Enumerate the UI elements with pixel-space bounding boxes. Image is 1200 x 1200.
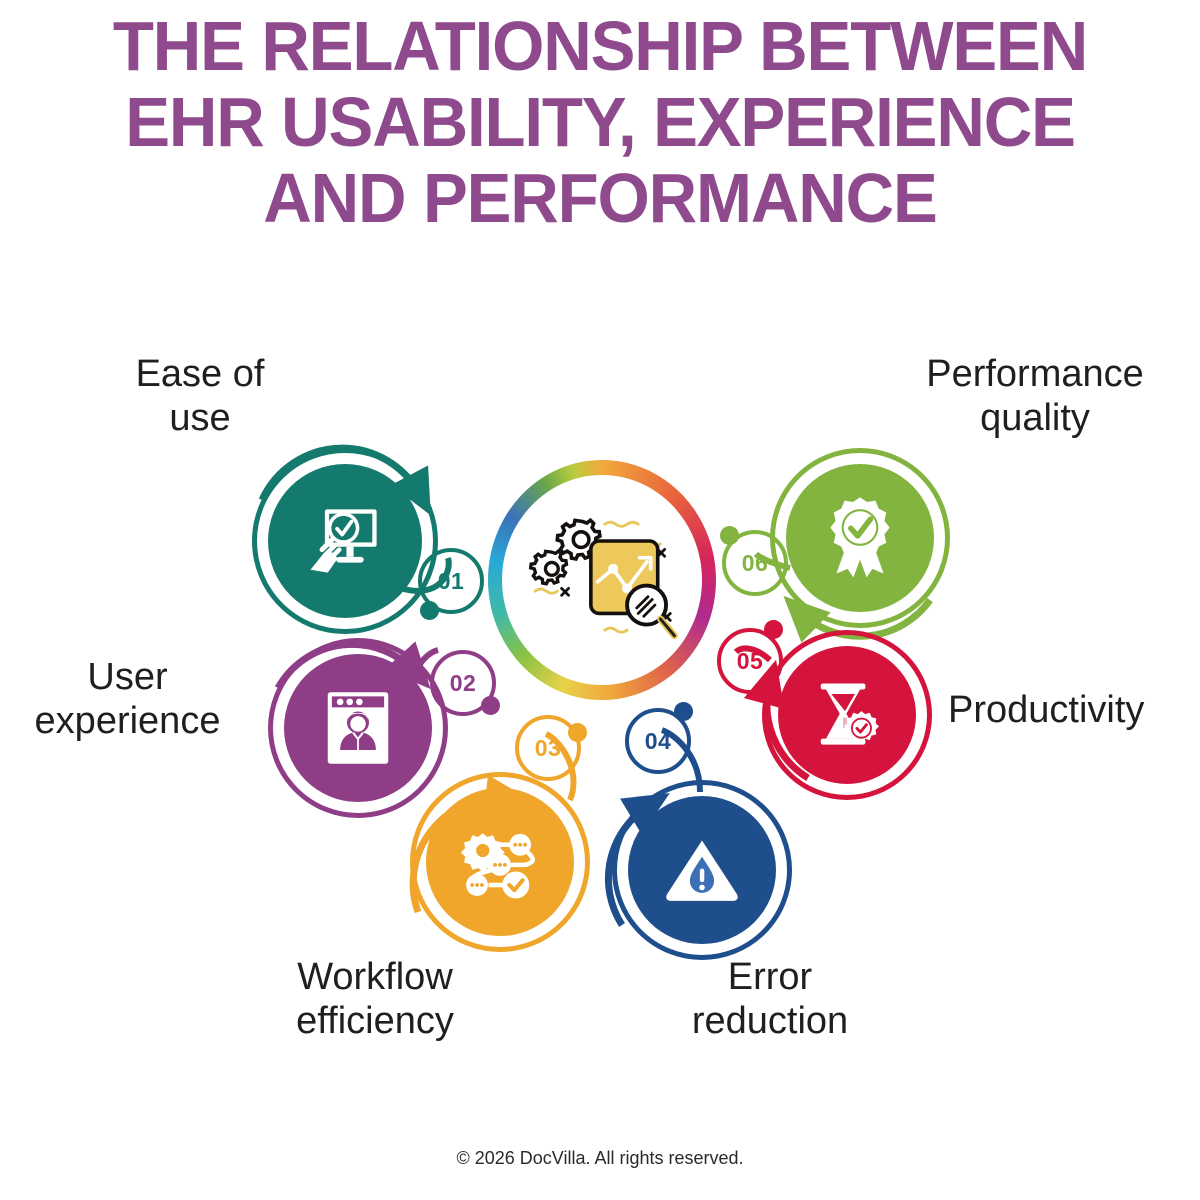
node-06-disc xyxy=(786,464,934,612)
node-03-ring xyxy=(410,772,590,952)
badge-04-dot xyxy=(674,702,693,721)
badge-06-ring xyxy=(722,530,788,596)
title-line-1: THE RELATIONSHIP BETWEEN xyxy=(112,7,1088,85)
award-ribbon-check-icon xyxy=(830,497,890,578)
label-ease-of-use: Ease of use xyxy=(135,353,265,439)
badge-05-dot xyxy=(764,620,783,639)
node-02-ring xyxy=(268,638,448,818)
badge-06-dot xyxy=(720,526,739,545)
title-line-3: AND PERFORMANCE xyxy=(263,159,938,237)
monitor-magnifier-check-icon xyxy=(310,509,377,573)
analytics-gears-magnifier-icon xyxy=(528,517,678,640)
badge-03-ring xyxy=(515,715,581,781)
badge-02-ring xyxy=(430,650,496,716)
label-productivity: Productivity xyxy=(948,689,1145,731)
node-04-ring xyxy=(612,780,792,960)
badge-03-dot xyxy=(568,723,587,742)
center-hub xyxy=(488,460,716,700)
node-03-disc xyxy=(426,788,574,936)
node-06-performance-quality[interactable] xyxy=(770,448,950,628)
node-01-disc xyxy=(268,464,422,618)
badge-04-number: 04 xyxy=(644,727,672,754)
node-03-workflow-efficiency[interactable] xyxy=(410,772,590,952)
badge-02: 02 xyxy=(430,650,500,716)
badge-03-number: 03 xyxy=(534,734,562,761)
copyright-footer: © 2026 DocVilla. All rights reserved. xyxy=(456,1148,744,1168)
node-01-ease-of-use[interactable] xyxy=(252,448,438,634)
badge-05-ring xyxy=(717,628,783,694)
page-title: THE RELATIONSHIP BETWEEN EHR USABILITY, … xyxy=(0,8,1200,236)
node-02-disc xyxy=(284,654,432,802)
badge-01-number: 01 xyxy=(437,567,465,594)
hub-inner-circle xyxy=(502,475,702,685)
node-04-error-reduction[interactable] xyxy=(612,780,792,960)
badge-01-ring xyxy=(418,548,484,614)
node-05-productivity[interactable] xyxy=(762,630,932,800)
badge-05: 05 xyxy=(717,620,783,694)
node-04-disc xyxy=(628,796,776,944)
badge-02-dot xyxy=(481,696,500,715)
badge-06-number: 06 xyxy=(741,549,769,576)
badge-01: 01 xyxy=(418,548,484,620)
badge-01-dot xyxy=(420,601,439,620)
badge-04-ring xyxy=(625,708,691,774)
warning-triangle-alert-icon xyxy=(666,840,738,901)
node-05-disc xyxy=(778,646,916,784)
title-line-2: EHR USABILITY, EXPERIENCE xyxy=(125,83,1076,161)
label-performance-quality: Performance quality xyxy=(926,353,1144,439)
label-error-reduction: Error reduction xyxy=(691,956,849,1042)
badge-03: 03 xyxy=(515,715,587,781)
node-05-ring xyxy=(762,630,932,800)
badge-06: 06 xyxy=(720,526,788,596)
infographic-diagram: 01 xyxy=(0,300,1200,1100)
node-02-user-experience[interactable] xyxy=(268,638,448,818)
workflow-process-gear-icon xyxy=(460,833,536,899)
badge-02-number: 02 xyxy=(449,669,477,696)
user-profile-rating-icon xyxy=(327,692,389,764)
node-01-ring xyxy=(252,448,438,634)
label-user-experience: User experience xyxy=(34,656,221,742)
badge-04: 04 xyxy=(625,702,693,774)
badge-05-number: 05 xyxy=(736,647,764,674)
label-workflow-efficiency: Workflow efficiency xyxy=(296,956,454,1042)
hourglass-gear-check-icon xyxy=(820,683,880,745)
